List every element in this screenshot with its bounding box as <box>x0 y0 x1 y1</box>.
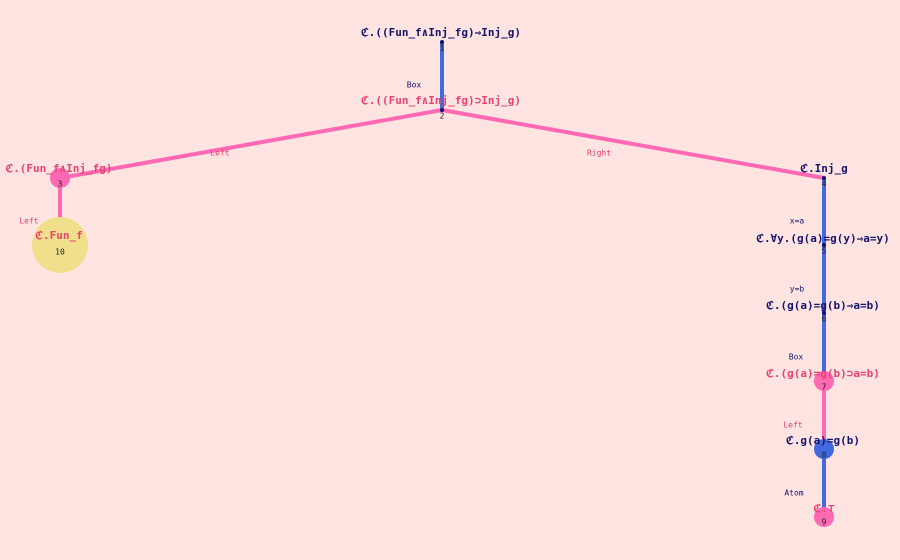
edge-label: Box <box>407 81 422 90</box>
node-id: 9 <box>822 518 827 527</box>
node <box>50 168 70 188</box>
node-label: ℭ.(g(a)=g(b)⊃a=b) <box>766 367 880 380</box>
node-label: ℭ.∀y.(g(a)=g(y)⇒a=y) <box>756 232 890 245</box>
node-label: ℭ.Fun_f <box>35 229 82 242</box>
node <box>440 108 444 112</box>
node-label: ℭ.⊤ <box>814 502 835 515</box>
edge-label: Left <box>783 421 802 430</box>
edge <box>441 108 825 180</box>
node <box>822 176 826 180</box>
edge-label: Atom <box>784 489 803 498</box>
node-label: ℭ.((Fun_f∧Inj_fg)⇒Inj_g) <box>361 26 521 39</box>
edge-label: x=a <box>790 217 805 226</box>
node-id: 10 <box>55 248 65 257</box>
edge-label: Box <box>789 353 804 362</box>
edge-label: Right <box>587 149 611 158</box>
node-label: ℭ.(Fun_f∧Inj_fg) <box>5 162 112 175</box>
node-id: 3 <box>58 180 63 189</box>
node-label: ℭ.(g(a)=g(b)⇒a=b) <box>766 299 880 312</box>
node <box>822 311 826 315</box>
node-id: 7 <box>822 383 827 392</box>
edge <box>59 108 443 180</box>
node-label: ℭ.g(a)=g(b) <box>786 434 860 447</box>
node <box>814 371 834 391</box>
node <box>440 40 444 44</box>
node-id: 8 <box>822 451 827 460</box>
node-id: 4 <box>822 180 827 189</box>
edge-label: Left <box>19 217 38 226</box>
node-id: 1 <box>440 44 445 53</box>
node-label: ℭ.((Fun_f∧Inj_fg)⊃Inj_g) <box>361 94 521 107</box>
node <box>814 439 834 459</box>
node <box>32 217 88 273</box>
node <box>814 507 834 527</box>
edge-label: Left <box>210 149 229 158</box>
edge-label: y=b <box>790 285 805 294</box>
node-label: ℭ.Inj_g <box>800 162 847 175</box>
node <box>822 243 826 247</box>
node-id: 5 <box>822 247 827 256</box>
node-id: 6 <box>822 315 827 324</box>
node-id: 2 <box>440 112 445 121</box>
